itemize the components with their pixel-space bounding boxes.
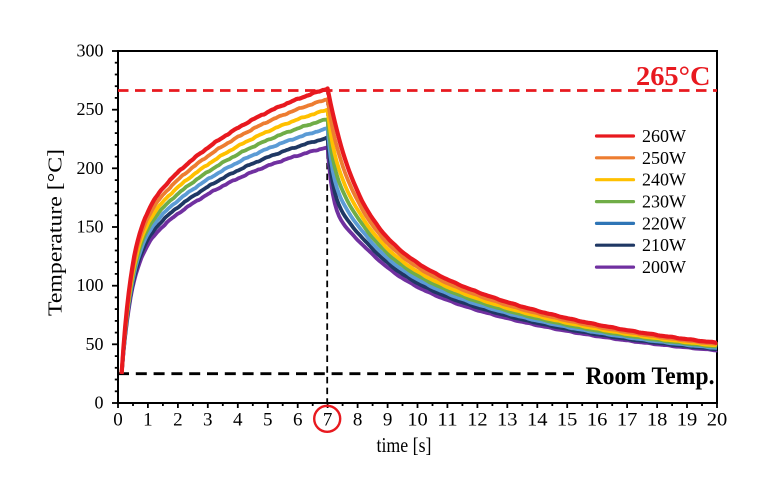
svg-text:210W: 210W: [642, 235, 686, 255]
svg-text:0: 0: [113, 410, 123, 431]
svg-text:11: 11: [437, 410, 458, 431]
svg-text:250: 250: [77, 99, 104, 119]
svg-text:13: 13: [497, 410, 518, 431]
svg-text:3: 3: [203, 410, 213, 431]
svg-text:4: 4: [233, 410, 243, 431]
svg-text:265°C: 265°C: [636, 61, 711, 91]
svg-text:200W: 200W: [642, 257, 686, 277]
svg-text:5: 5: [263, 410, 273, 431]
svg-text:16: 16: [587, 410, 608, 431]
svg-text:300: 300: [77, 41, 104, 61]
svg-text:220W: 220W: [642, 213, 686, 233]
svg-text:20: 20: [707, 410, 728, 431]
svg-text:260W: 260W: [642, 126, 686, 146]
svg-text:7: 7: [323, 410, 333, 431]
svg-text:230W: 230W: [642, 192, 686, 212]
svg-text:0: 0: [95, 393, 104, 413]
svg-text:17: 17: [617, 410, 638, 431]
svg-text:8: 8: [353, 410, 363, 431]
svg-text:9: 9: [383, 410, 393, 431]
svg-text:240W: 240W: [642, 170, 686, 190]
svg-text:200: 200: [77, 158, 104, 178]
svg-text:10: 10: [407, 410, 428, 431]
svg-text:19: 19: [677, 410, 698, 431]
svg-text:6: 6: [293, 410, 303, 431]
svg-text:12: 12: [467, 410, 488, 431]
svg-text:250W: 250W: [642, 148, 686, 168]
svg-text:Room Temp.: Room Temp.: [586, 363, 715, 390]
svg-text:14: 14: [527, 410, 548, 431]
svg-text:2: 2: [173, 410, 183, 431]
svg-text:Temperature [°C]: Temperature [°C]: [45, 149, 66, 316]
svg-text:50: 50: [86, 334, 104, 354]
svg-text:100: 100: [77, 275, 104, 295]
svg-text:1: 1: [143, 410, 153, 431]
svg-text:18: 18: [647, 410, 668, 431]
svg-text:time [s]: time [s]: [377, 433, 432, 457]
svg-text:150: 150: [77, 217, 104, 237]
svg-text:15: 15: [557, 410, 578, 431]
